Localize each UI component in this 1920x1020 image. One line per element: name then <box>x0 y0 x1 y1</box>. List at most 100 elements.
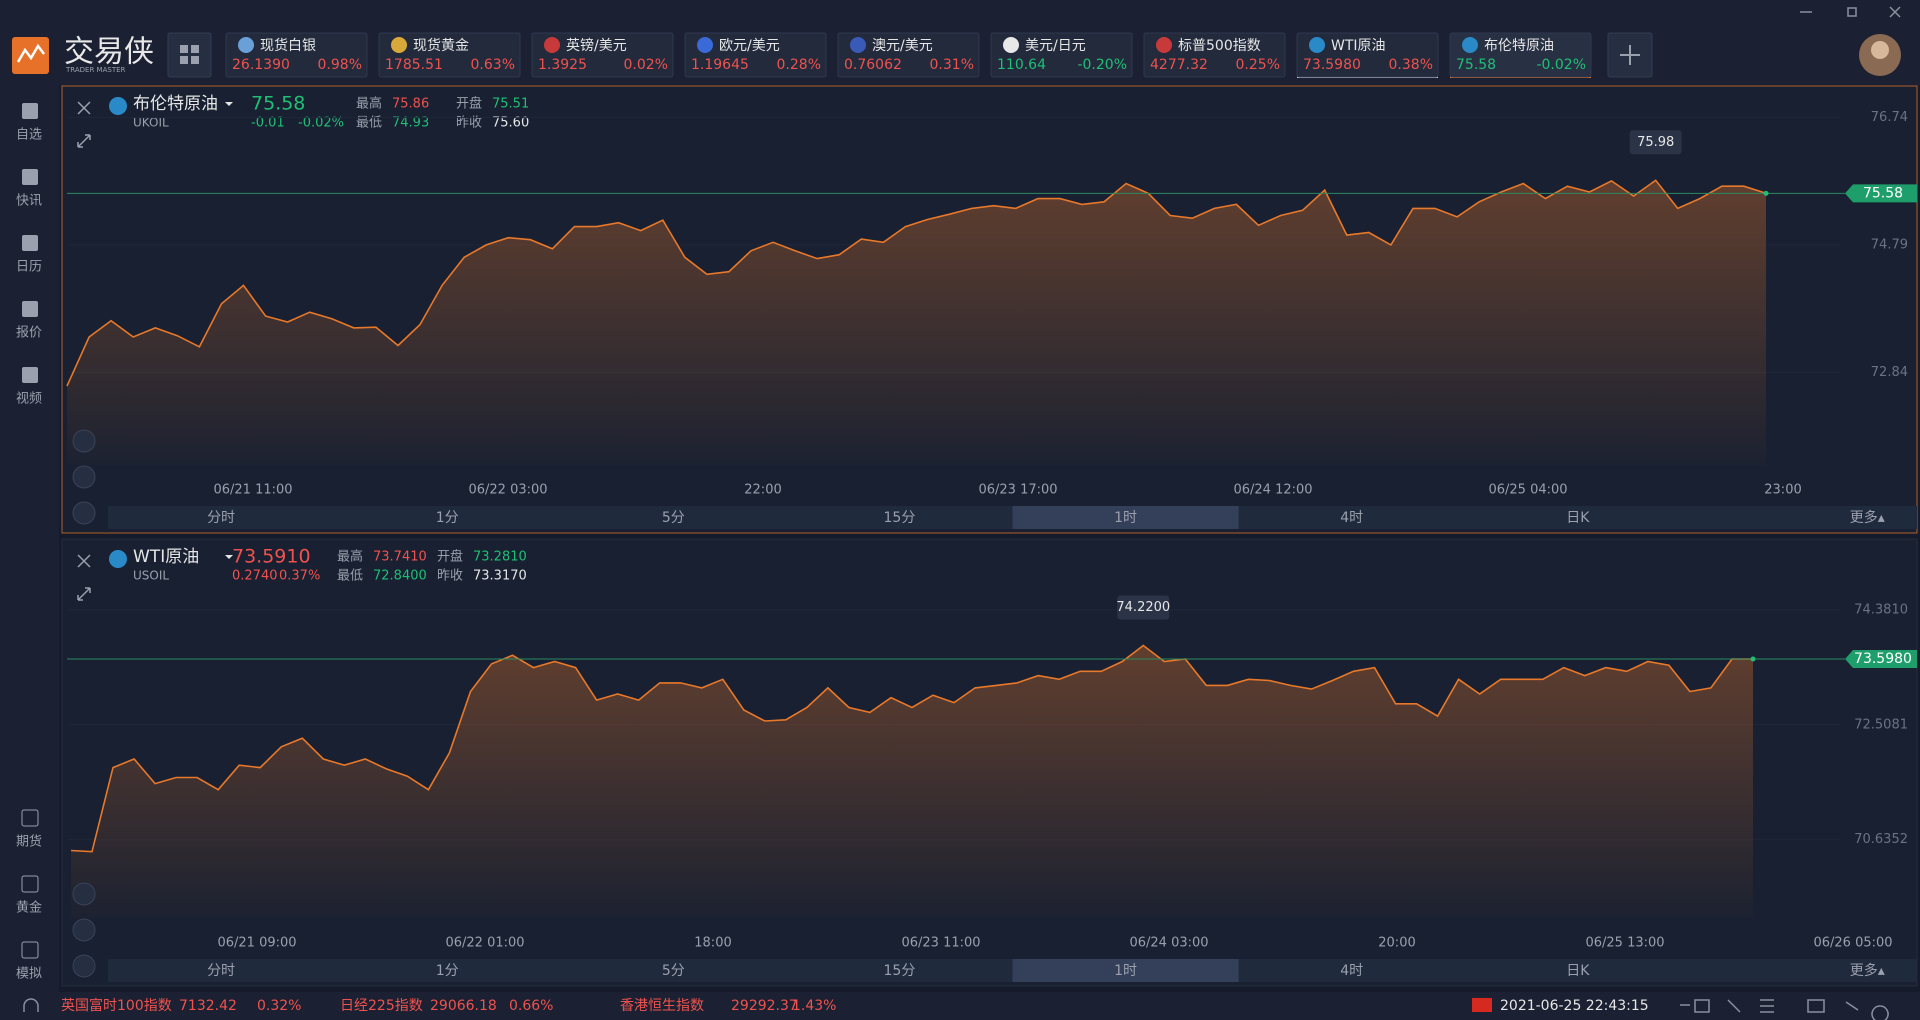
sidebar-label[interactable]: 日历 <box>16 260 42 275</box>
timeframe-button[interactable]: 4时 <box>1340 963 1363 979</box>
drawing-tool[interactable] <box>72 465 96 489</box>
x-tick-label: 06/21 09:00 <box>217 936 296 951</box>
ticker-price: 4277.32 <box>1150 57 1208 73</box>
window-controls[interactable] <box>1800 6 1901 18</box>
index-name: 香港恒生指数 <box>620 998 704 1014</box>
timeframe-button[interactable]: 日K <box>1566 510 1590 526</box>
timeframe-button[interactable]: 1分 <box>436 963 459 979</box>
timeframe-selected <box>1012 959 1239 982</box>
y-tick-label: 72.5081 <box>1854 717 1908 732</box>
sidebar-icon[interactable] <box>22 301 38 317</box>
sidebar-icon[interactable] <box>22 367 38 383</box>
price-line <box>66 179 1767 387</box>
timeframe-selected <box>1012 506 1239 529</box>
drawing-tool[interactable] <box>72 882 96 906</box>
close-button[interactable] <box>77 101 91 115</box>
ticker-card[interactable] <box>1143 32 1286 78</box>
sidebar-label[interactable]: 视频 <box>16 392 42 407</box>
symbol-dropdown[interactable] <box>225 555 233 559</box>
ticker-name: WTI原油 <box>1331 38 1386 54</box>
ticker-name: 美元/日元 <box>1025 38 1086 54</box>
timeframe-button[interactable]: 5分 <box>662 963 685 979</box>
datetime: 2021-06-25 22:43:15 <box>1500 998 1649 1014</box>
avatar-face <box>1871 41 1889 59</box>
sidebar-icon[interactable] <box>22 235 38 251</box>
ticker-card[interactable] <box>684 32 827 78</box>
timeframe-button[interactable]: 15分 <box>884 963 916 979</box>
timeframe-button[interactable]: 分时 <box>207 963 235 979</box>
index-name: 英国富时100指数 <box>61 997 172 1014</box>
ticker-price: 75.58 <box>1456 57 1496 73</box>
stat-label: 最低 <box>356 116 382 131</box>
drawing-tool[interactable] <box>72 918 96 942</box>
x-tick-label: 23:00 <box>1764 483 1801 498</box>
timeframe-button[interactable]: 分时 <box>207 510 235 526</box>
app-name: 交易侠 <box>64 35 154 70</box>
sidebar-icon[interactable] <box>21 809 39 827</box>
sidebar-label[interactable]: 快讯 <box>16 194 42 209</box>
timeframe-button[interactable]: 15分 <box>884 510 916 526</box>
ticker-card[interactable] <box>378 32 521 78</box>
peak-label: 75.98 <box>1637 135 1674 150</box>
ticker-price: 26.1390 <box>232 57 290 73</box>
timeframe-button[interactable]: 日K <box>1566 963 1590 979</box>
expand-button[interactable] <box>77 587 91 601</box>
drawing-tool[interactable] <box>72 501 96 525</box>
symbol-name[interactable]: 布伦特原油 <box>133 94 218 114</box>
last-price-tag <box>1845 184 1917 203</box>
price-area <box>71 645 1753 918</box>
expand-button[interactable] <box>77 134 91 148</box>
footer-icons <box>23 998 1889 1020</box>
sidebar-label[interactable]: 报价 <box>16 326 42 341</box>
ticker-price: 73.5980 <box>1303 57 1361 73</box>
timeframe-button[interactable]: 5分 <box>662 510 685 526</box>
x-tick-label: 06/24 12:00 <box>1233 483 1312 498</box>
sidebar-label[interactable]: 模拟 <box>16 967 42 982</box>
symbol-price: 75.58 <box>251 93 305 115</box>
sidebar-label[interactable]: 自选 <box>16 128 42 143</box>
symbol-code: USOIL <box>133 569 169 583</box>
timeframe-button[interactable]: 1分 <box>436 510 459 526</box>
symbol-icon <box>109 97 127 115</box>
index-name: 日经225指数 <box>340 998 423 1014</box>
stat-value: 75.51 <box>492 97 529 112</box>
timeframe-button[interactable]: 1时 <box>1114 963 1137 979</box>
ticker-change: 0.02% <box>624 57 668 73</box>
last-price-label: 75.58 <box>1863 185 1903 201</box>
sidebar-icon[interactable] <box>21 875 39 893</box>
ticker-card[interactable] <box>1296 32 1439 78</box>
ticker-card[interactable] <box>225 32 368 78</box>
index-value: 29292.37 <box>731 998 798 1014</box>
sidebar-icon[interactable] <box>21 941 39 959</box>
x-tick-label: 22:00 <box>744 483 781 498</box>
index-change: 1.43% <box>792 998 836 1014</box>
grid-button[interactable] <box>167 32 212 78</box>
timeframe-button[interactable]: 4时 <box>1340 510 1363 526</box>
drawing-tool[interactable] <box>72 954 96 978</box>
ticker-card[interactable] <box>990 32 1133 78</box>
drawing-tool[interactable] <box>72 429 96 453</box>
x-tick-label: 06/23 11:00 <box>901 936 980 951</box>
timeframe-button[interactable]: 1时 <box>1114 510 1137 526</box>
symbol-change-pct: 0.37% <box>279 569 320 584</box>
sidebar <box>0 86 59 992</box>
ticker-card[interactable] <box>531 32 674 78</box>
ticker-name: 澳元/美元 <box>872 38 933 54</box>
y-tick-label: 72.84 <box>1871 365 1908 380</box>
ticker-flag <box>544 37 560 53</box>
timeframe-button[interactable]: 更多▴ <box>1850 962 1885 979</box>
close-button[interactable] <box>77 554 91 568</box>
stat-value: 74.93 <box>392 116 429 131</box>
timeframe-button[interactable]: 更多▴ <box>1850 509 1885 526</box>
symbol-dropdown[interactable] <box>225 102 233 106</box>
sidebar-icon[interactable] <box>22 169 38 185</box>
ticker-card[interactable] <box>1449 32 1592 78</box>
symbol-name[interactable]: WTI原油 <box>133 547 199 567</box>
sidebar-label[interactable]: 黄金 <box>16 900 42 916</box>
sidebar-label[interactable]: 期货 <box>16 834 42 850</box>
x-tick-label: 06/22 03:00 <box>468 483 547 498</box>
ticker-price: 110.64 <box>997 57 1046 73</box>
sidebar-icon[interactable] <box>22 103 38 119</box>
ticker-card[interactable] <box>837 32 980 78</box>
ticker-price: 1.3925 <box>538 57 587 73</box>
